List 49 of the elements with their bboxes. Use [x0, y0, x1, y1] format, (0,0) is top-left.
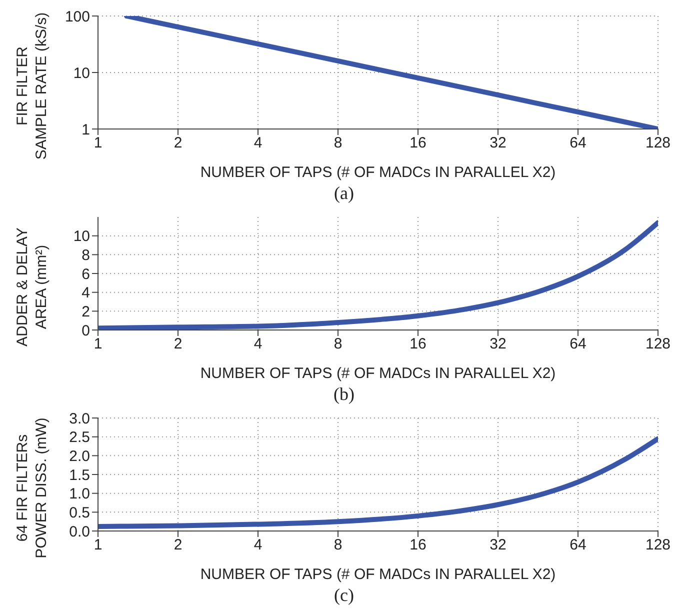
x-tick-label: 1: [94, 336, 102, 353]
x-tick-label: 128: [645, 134, 671, 152]
y-tick-label: 4: [82, 284, 90, 302]
y-axis-title: 64 FIR FILTERs POWER DISS. (mW): [14, 418, 50, 558]
y-tick-label: 10: [73, 64, 90, 82]
x-tick-label: 4: [254, 536, 262, 554]
text: (c): [333, 585, 355, 606]
y-tick-label: 3.0: [69, 410, 90, 428]
x-tick-label: 8: [334, 134, 342, 152]
x-tick-label: 2: [174, 134, 182, 152]
x-tick-label: 32: [490, 336, 506, 353]
y-tick-label: 6: [82, 266, 90, 283]
x-tick-label: 2: [174, 336, 182, 353]
x-tick-label: 32: [490, 134, 506, 152]
x-tick-label: 64: [570, 536, 586, 554]
y-axis-title: FIR FILTER SAMPLE RATE (kS/s): [14, 12, 50, 160]
x-tick-label: 16: [410, 134, 426, 152]
y-axis-title: ADDER & DELAY AREA (mm²): [14, 228, 50, 346]
x-tick-label: 16: [410, 536, 426, 554]
text: (a): [333, 183, 355, 204]
x-tick-label: 8: [334, 336, 342, 353]
x-tick-label: 1: [94, 536, 102, 554]
y-tick-label: 2.5: [69, 429, 90, 446]
y-tick-label: 2: [82, 303, 90, 320]
y-tick-label: 1: [82, 121, 90, 138]
y-tick-label: 2.0: [69, 448, 90, 465]
x-tick-label: 4: [254, 134, 262, 152]
x-tick-label: 16: [410, 336, 426, 353]
x-tick-label: 128: [645, 536, 671, 554]
x-tick-label: 2: [174, 536, 182, 554]
x-axis-title: NUMBER OF TAPS (# OF MADCs IN PARALLEL X2): [200, 365, 556, 382]
y-tick-label: 0.0: [69, 523, 90, 540]
y-tick-label: 0: [82, 322, 90, 340]
x-tick-label: 4: [254, 336, 262, 353]
x-tick-label: 1: [94, 134, 102, 152]
x-tick-label: 64: [570, 336, 586, 353]
x-tick-label: 128: [645, 336, 671, 353]
y-tick-label: 1.0: [69, 486, 90, 503]
x-axis-title: NUMBER OF TAPS (# OF MADCs IN PARALLEL X2): [200, 566, 556, 583]
text: (b): [332, 384, 356, 405]
y-tick-label: 10: [73, 228, 90, 246]
y-tick-label: 1.5: [69, 466, 90, 484]
x-axis-title: NUMBER OF TAPS (# OF MADCs IN PARALLEL X2): [200, 164, 556, 181]
y-tick-label: 0.5: [69, 504, 90, 522]
x-tick-label: 32: [490, 536, 506, 554]
x-tick-label: 8: [334, 536, 342, 554]
x-tick-label: 64: [570, 134, 586, 152]
y-tick-label: 100: [64, 8, 90, 26]
y-tick-label: 8: [82, 246, 90, 264]
